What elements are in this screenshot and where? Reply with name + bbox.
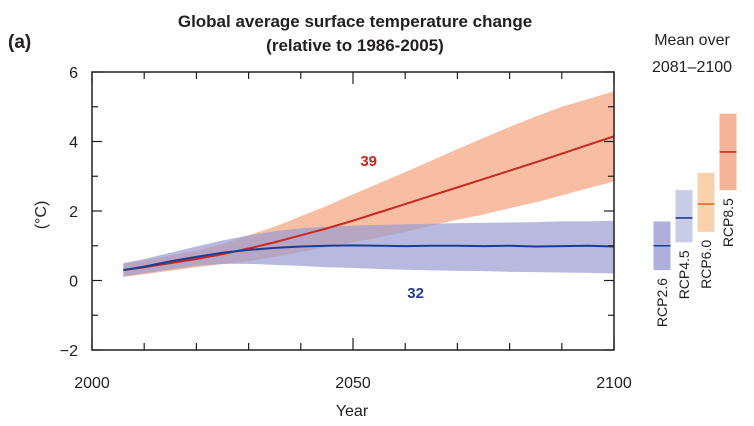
series-lines xyxy=(123,135,615,272)
side-box-rcp60 xyxy=(697,172,715,232)
panel-label: (a) xyxy=(8,32,31,53)
side-box-rcp45 xyxy=(675,190,693,243)
side-panel-title-line2: 2081–2100 xyxy=(652,59,732,76)
y-tick-label: 6 xyxy=(69,65,78,82)
uncertainty-band-rcp26 xyxy=(123,220,614,277)
uncertainty-bands xyxy=(123,91,614,278)
x-tick-label: 2000 xyxy=(74,375,110,392)
series-count-label-rcp26: 32 xyxy=(407,285,424,302)
x-tick-label: 2100 xyxy=(596,375,632,392)
side-panel-boxes: RCP2.6 RCP4.5 RCP6.0 RCP8.5 xyxy=(653,113,737,327)
x-tick-label: 2050 xyxy=(335,375,371,392)
y-tick-label: 2 xyxy=(69,204,78,221)
side-box-label: RCP6.0 xyxy=(698,240,714,289)
chart-title: Global average surface temperature chang… xyxy=(178,12,532,31)
chart-subtitle: (relative to 1986-2005) xyxy=(266,36,444,55)
side-panel-title-line1: Mean over xyxy=(654,32,730,49)
series-count-label-rcp85: 39 xyxy=(360,153,377,170)
side-box-label: RCP4.5 xyxy=(676,250,692,299)
mean-line-rcp85 xyxy=(123,135,615,272)
mean-line-rcp26 xyxy=(123,244,615,272)
y-tick-label: 4 xyxy=(69,135,78,152)
uncertainty-band-rcp85 xyxy=(123,91,614,278)
y-tick-label: −2 xyxy=(60,343,78,360)
y-tick-label: 0 xyxy=(69,274,78,291)
x-axis-label: Year xyxy=(336,403,369,420)
side-box-label: RCP8.5 xyxy=(720,198,736,247)
side-box-label: RCP2.6 xyxy=(654,278,670,327)
y-axis-label: (°C) xyxy=(33,201,50,230)
axes: −2 0 2 4 6 2000 2050 2100 xyxy=(60,65,632,392)
